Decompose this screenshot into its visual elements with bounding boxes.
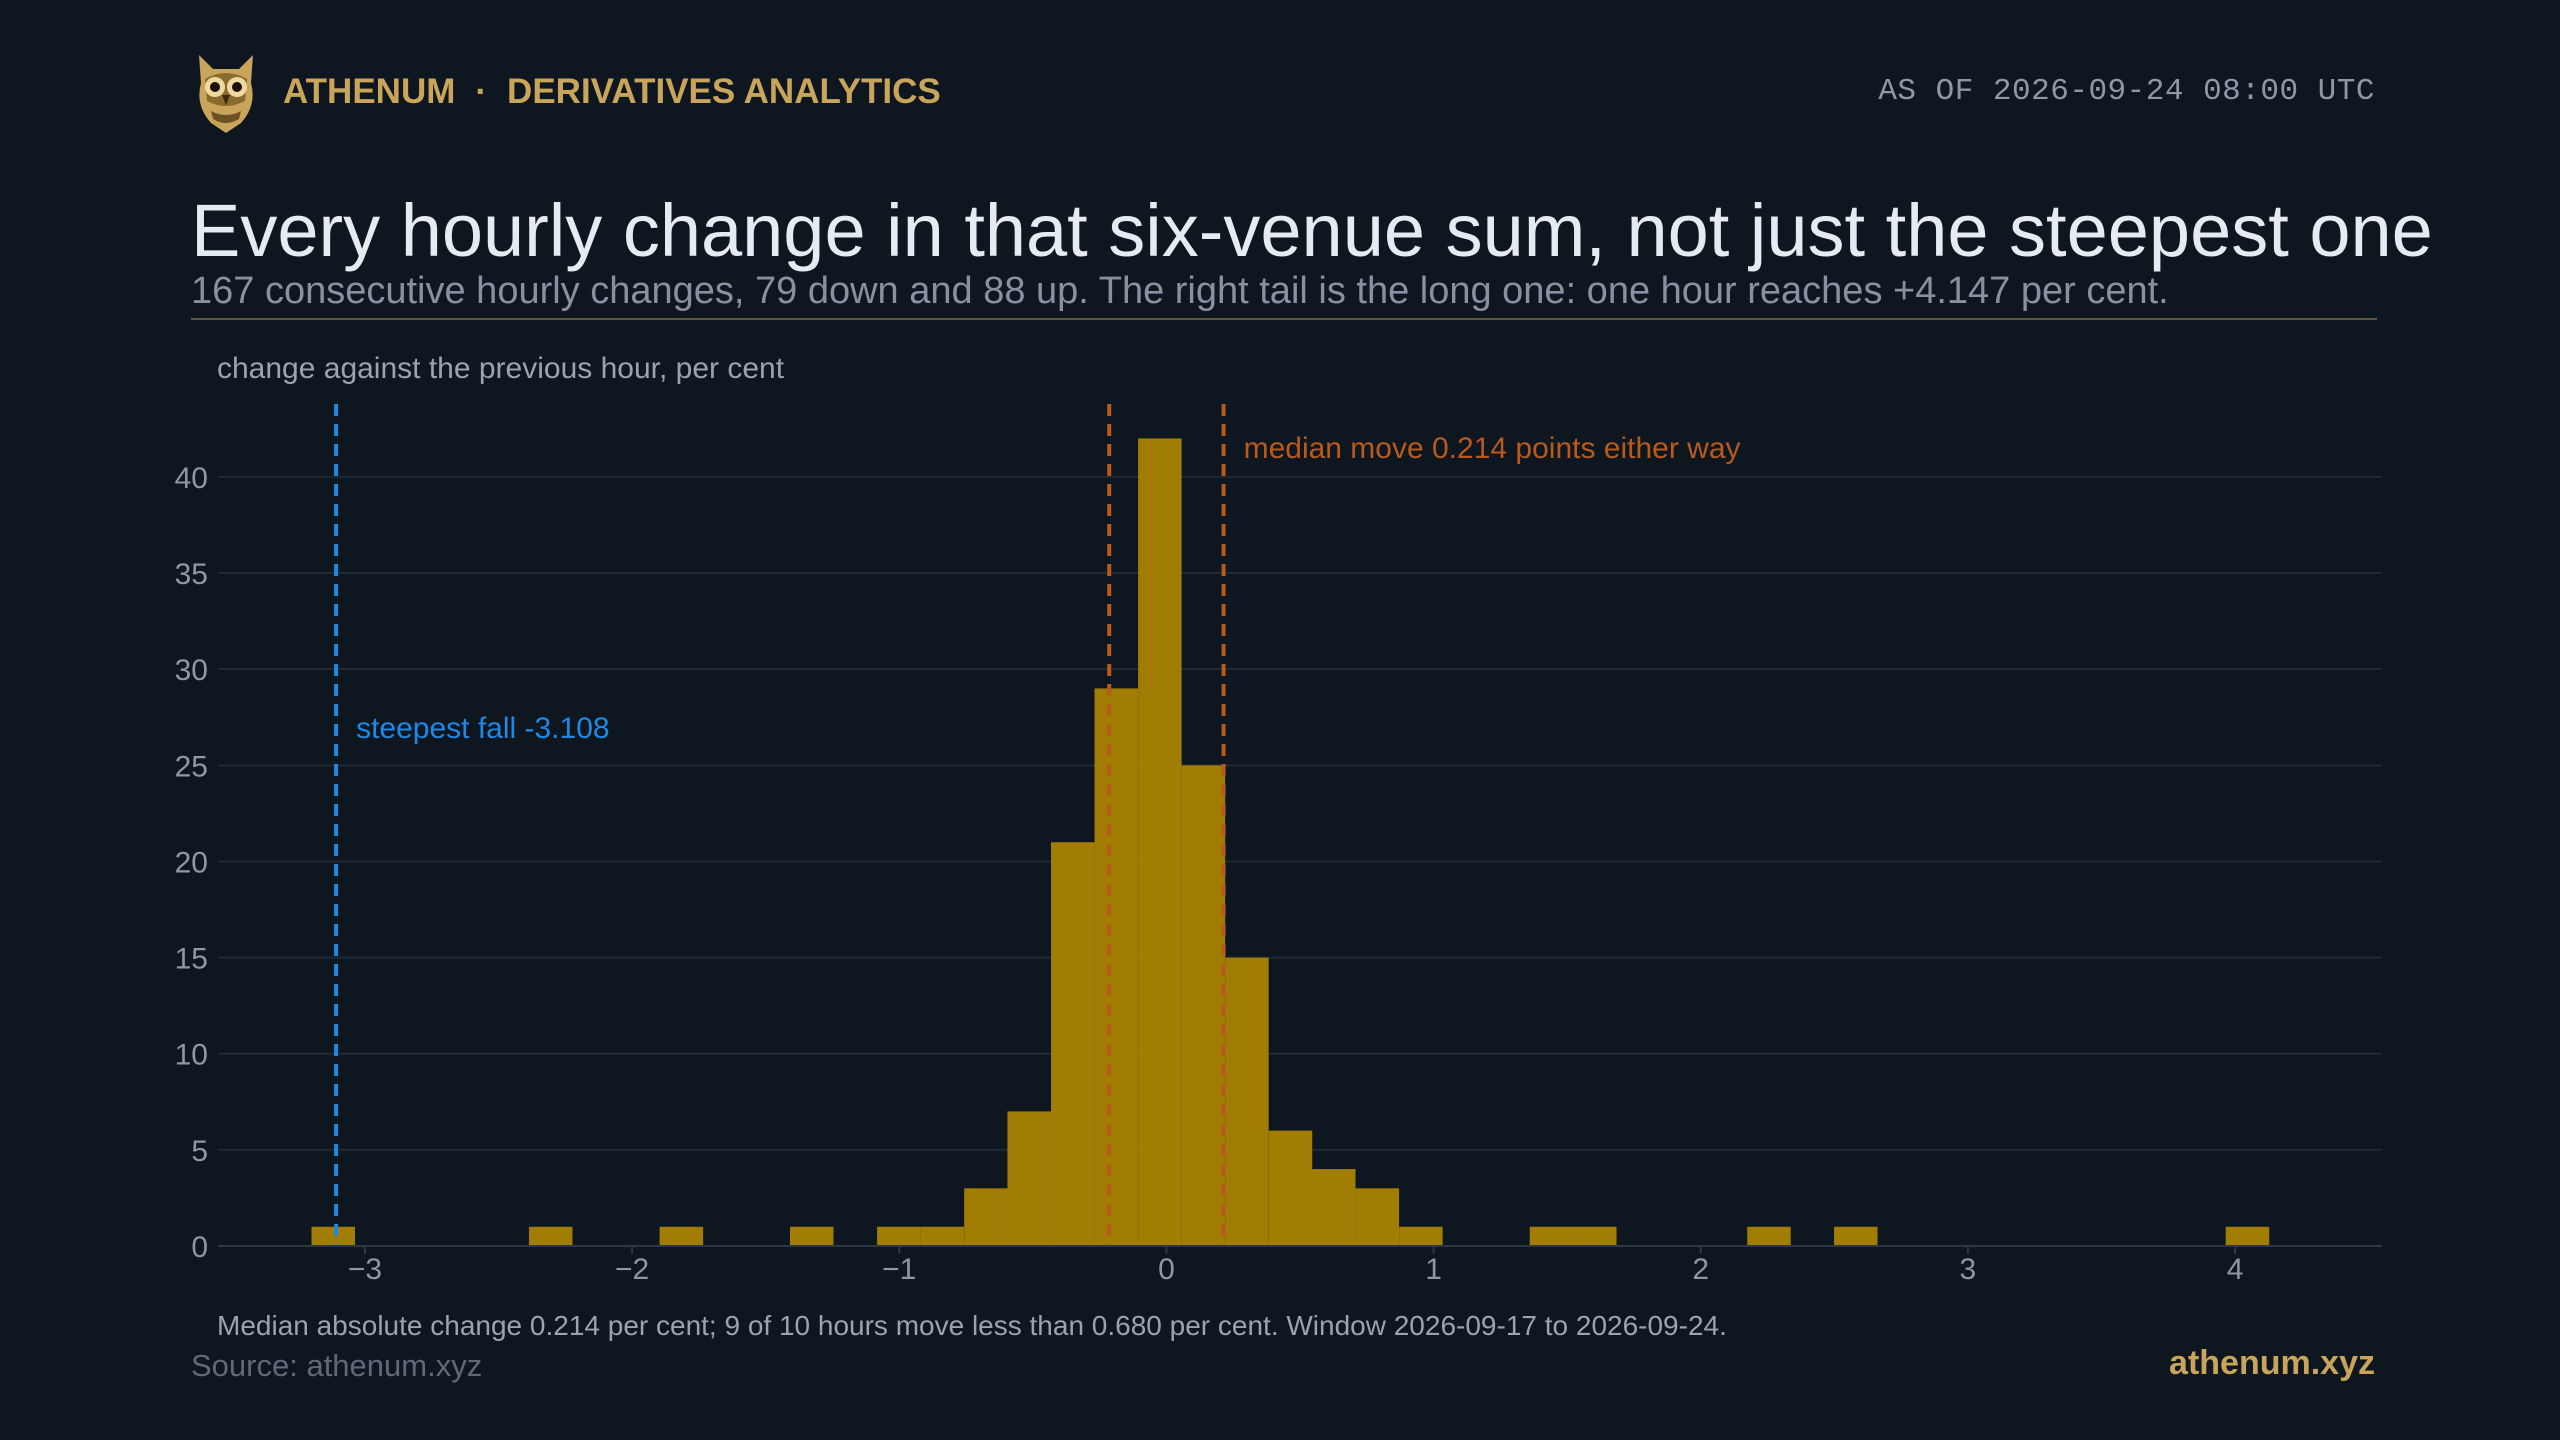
steepest-fall-label: steepest fall -3.108: [356, 712, 610, 745]
grid-lines: [218, 475, 2382, 1151]
y-tick-label: 5: [191, 1135, 208, 1168]
page-title: Every hourly change in that six-venue su…: [191, 189, 2433, 272]
median-move-label: median move 0.214 points either way: [1244, 432, 1741, 465]
histogram-bar: [1051, 842, 1095, 1246]
x-tick-label: 1: [1425, 1253, 1442, 1286]
y-tick-label: 0: [191, 1231, 208, 1264]
histogram-bar: [1312, 1169, 1356, 1246]
reference-lines: [334, 404, 1226, 1246]
histogram-bar: [1225, 957, 1269, 1246]
histogram-bar: [1007, 1111, 1051, 1246]
y-axis-label: change against the previous hour, per ce…: [217, 352, 785, 385]
y-tick-label: 20: [175, 846, 208, 879]
histogram-bar: [1529, 1226, 1574, 1246]
owl-logo-icon: [199, 55, 253, 133]
histogram-bar: [2225, 1226, 2270, 1246]
histogram-bar: [1181, 765, 1226, 1246]
y-tick-label: 35: [175, 558, 208, 591]
header-divider: [191, 318, 2377, 320]
brand-header: ATHENUM · DERIVATIVES ANALYTICS: [191, 49, 941, 135]
y-tick-label: 25: [175, 750, 208, 783]
y-tick-label: 40: [175, 462, 208, 495]
histogram-bar: [1834, 1226, 1878, 1246]
footer-note: Median absolute change 0.214 per cent; 9…: [217, 1310, 1727, 1341]
histogram-bar: [1094, 688, 1139, 1246]
histogram-bar: [1747, 1226, 1791, 1246]
y-tick-label: 10: [175, 1039, 208, 1072]
histogram-bar: [1573, 1226, 1617, 1246]
axes-group: 0 5 10 15 20 25 30 35 40 −3 −2 −1 0 1 2 3 4: [175, 462, 2382, 1286]
brand-section: DERIVATIVES ANALYTICS: [507, 72, 941, 111]
x-tick-label: −1: [882, 1253, 916, 1286]
histogram-bar: [1138, 438, 1182, 1246]
y-tick-label: 15: [175, 943, 208, 976]
x-tick-label: 3: [1960, 1253, 1977, 1286]
histogram-bar: [659, 1226, 704, 1246]
site-link[interactable]: athenum.xyz: [2169, 1344, 2375, 1382]
histogram-bar: [1355, 1188, 1400, 1246]
page-subtitle: 167 consecutive hourly changes, 79 down …: [191, 270, 2169, 312]
x-tick-label: −3: [348, 1253, 382, 1286]
brand-separator: ·: [475, 72, 488, 111]
histogram-bar: [311, 1226, 355, 1246]
x-tick-label: 2: [1692, 1253, 1709, 1286]
histogram-bar: [877, 1226, 921, 1246]
x-tick-label: −2: [615, 1253, 649, 1286]
brand-name: ATHENUM: [283, 72, 456, 111]
x-tick-label: 0: [1158, 1253, 1175, 1286]
y-tick-label: 30: [175, 654, 208, 687]
histogram-bar: [528, 1226, 573, 1246]
histogram-bar: [1268, 1130, 1313, 1246]
histogram-bar: [1399, 1226, 1443, 1246]
annotations-group: steepest fall -3.108 median move 0.214 po…: [356, 432, 1740, 745]
as-of-timestamp: AS OF 2026-09-24 08:00 UTC: [1878, 74, 2375, 109]
histogram-bar: [964, 1188, 1008, 1246]
x-tick-label: 4: [2227, 1253, 2244, 1286]
histogram-bar: [920, 1226, 965, 1246]
source-credit: Source: athenum.xyz: [191, 1348, 483, 1383]
histogram-bar: [789, 1226, 834, 1246]
bars-group: [311, 438, 2270, 1246]
